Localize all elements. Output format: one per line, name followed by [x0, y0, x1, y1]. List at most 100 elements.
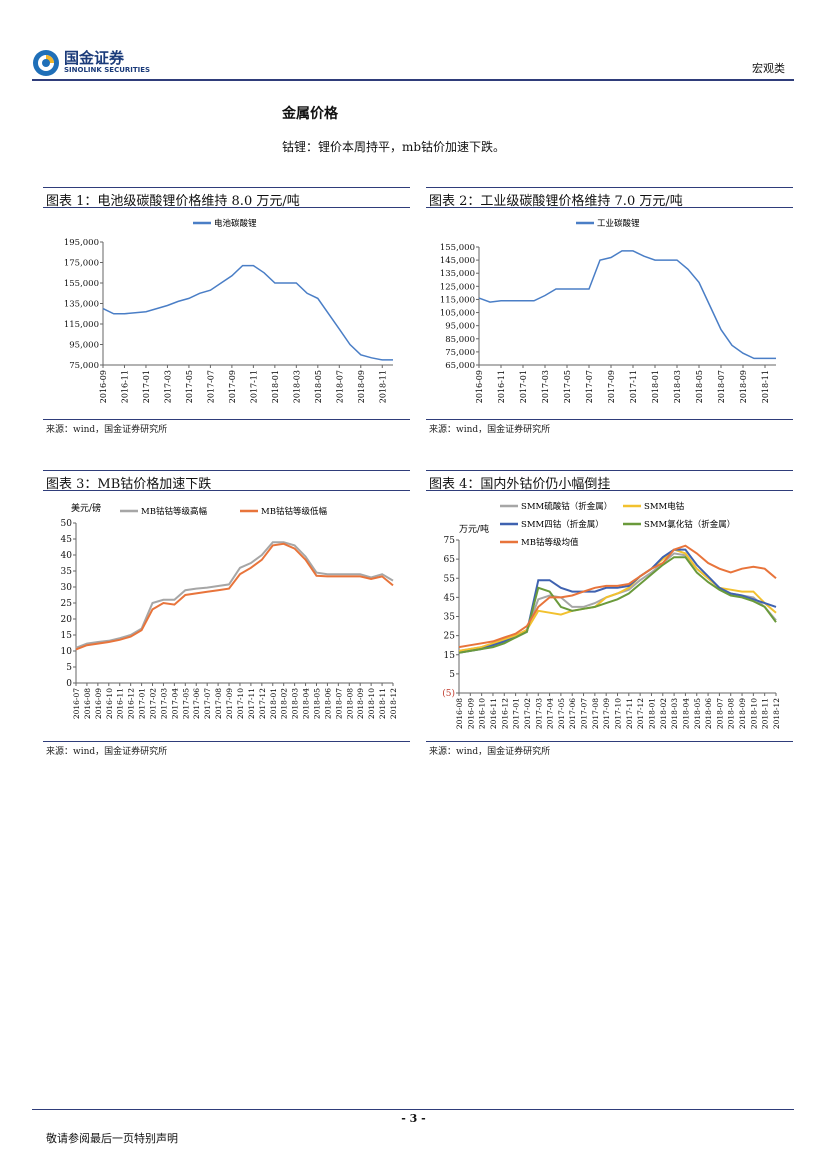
y-tick-label: 55: [444, 574, 456, 584]
fig1-title-rule: [43, 207, 410, 208]
legend-label: MB钴等级均值: [521, 537, 579, 548]
x-tick-label: 2017-05: [563, 370, 572, 403]
legend-label: MB钴钴等级低幅: [261, 506, 327, 517]
y-tick-label: 65,000: [445, 361, 475, 371]
y-tick-label: 175,000: [64, 259, 99, 269]
y-tick-label: 35: [444, 613, 456, 623]
y-tick-label: 5: [449, 670, 455, 680]
x-tick-label: 2018-07: [717, 370, 726, 403]
logo-en: SINOLINK SECURITIES: [64, 66, 151, 74]
x-tick-label: 2017-01: [142, 370, 151, 403]
fig4-source: 来源：wind，国金证券研究所: [429, 747, 551, 757]
x-tick-label: 2018-07: [335, 370, 344, 403]
y-tick-label: 75,000: [445, 348, 475, 358]
legend-label: SMM电钴: [644, 501, 685, 512]
x-tick-label: 2016-10: [105, 688, 114, 719]
series-line-2: [75, 542, 394, 651]
y-tick-label: 50: [61, 519, 73, 529]
y-tick-label: 125,000: [440, 282, 475, 292]
x-tick-label: 2018-04: [681, 698, 690, 729]
y-tick-label: 95,000: [445, 322, 475, 332]
x-tick-label: 2018-05: [695, 370, 704, 403]
x-tick-label: 2018-12: [772, 698, 781, 729]
x-tick-label: 2016-08: [83, 688, 92, 719]
logo-cn: 国金证券: [64, 49, 125, 67]
series-line-1: [478, 250, 776, 360]
series-line-1: [75, 541, 394, 649]
y-tick-label: 10: [61, 647, 73, 657]
fig4-bottom-rule: [426, 741, 793, 742]
x-tick-label: 2018-08: [345, 688, 354, 719]
legend-label: 电池碳酸锂: [214, 218, 257, 229]
x-tick-label: 2017-02: [523, 698, 532, 729]
y-tick-label: 25: [444, 632, 456, 642]
x-tick-label: 2017-08: [591, 698, 600, 729]
y-tick-label: 30: [61, 583, 73, 593]
x-tick-label: 2018-04: [302, 688, 311, 719]
x-tick-label: 2018-11: [378, 688, 387, 719]
legend-label: MB钴钴等级高幅: [141, 506, 207, 517]
x-tick-label: 2017-04: [170, 688, 179, 719]
x-tick-label: 2016-11: [497, 370, 506, 403]
logo: 国金证券 SINOLINK SECURITIES: [32, 47, 152, 79]
page-number: - 3 -: [401, 1112, 426, 1125]
x-tick-label: 2017-04: [546, 698, 555, 729]
x-tick-label: 2018-03: [291, 688, 300, 719]
y-tick-label: 0: [66, 679, 72, 689]
fig4-title-rule: [426, 490, 793, 491]
x-tick-label: 2017-01: [138, 688, 147, 719]
fig2-title: 图表 2：工业级碳酸锂价格维持 7.0 万元/吨: [429, 194, 683, 209]
y-tick-label: 20: [61, 615, 73, 625]
x-tick-label: 2016-09: [475, 370, 484, 403]
x-tick-label: 2018-10: [749, 698, 758, 729]
x-tick-label: 2017-11: [629, 370, 638, 403]
series-line-4: [458, 556, 777, 654]
y-tick-label: 40: [61, 551, 73, 561]
fig1-title: 图表 1：电池级碳酸锂价格维持 8.0 万元/吨: [46, 194, 300, 209]
fig1-top-rule: [43, 187, 410, 188]
x-tick-label: 2018-03: [670, 698, 679, 729]
x-tick-label: 2018-02: [280, 688, 289, 719]
y-tick-label: 75,000: [69, 361, 99, 371]
x-tick-label: 2017-02: [149, 688, 158, 719]
x-tick-label: 2018-05: [693, 698, 702, 729]
section-title: 金属价格: [282, 106, 338, 122]
x-tick-label: 2018-07: [715, 698, 724, 729]
x-tick-label: 2018-05: [314, 370, 323, 403]
fig3-source: 来源：wind，国金证券研究所: [46, 747, 168, 757]
x-tick-label: 2017-05: [185, 370, 194, 403]
x-tick-label: 2017-09: [228, 370, 237, 403]
y-tick-label: 25: [61, 599, 73, 609]
x-tick-label: 2017-09: [602, 698, 611, 729]
y-tick-label: 15: [61, 631, 73, 641]
x-tick-label: 2018-05: [312, 688, 321, 719]
y-axis-unit: 美元/磅: [71, 502, 101, 514]
y-tick-label: 135,000: [64, 300, 99, 310]
chart-1: 75,000 95,000 115,000 135,000 155,000 175,000…: [64, 218, 393, 403]
x-tick-label: 2018-03: [292, 370, 301, 403]
y-tick-label: 115,000: [64, 320, 99, 330]
y-tick-label: 95,000: [69, 341, 99, 351]
footer-disclaimer: 敬请参阅最后一页特别声明: [46, 1132, 178, 1145]
x-tick-label: 2017-01: [512, 698, 521, 729]
header-rule: [32, 79, 794, 81]
fig1-bottom-rule: [43, 419, 410, 420]
x-tick-label: 2018-01: [271, 370, 280, 403]
fig2-top-rule: [426, 187, 793, 188]
fig3-title-rule: [43, 490, 410, 491]
series-line-1: [102, 264, 393, 361]
y-tick-label: (5): [442, 688, 455, 699]
x-tick-label: 2016-11: [489, 698, 498, 729]
x-tick-label: 2018-01: [647, 698, 656, 729]
fig2-bottom-rule: [426, 419, 793, 420]
x-tick-label: 2018-06: [704, 698, 713, 729]
y-tick-label: 105,000: [440, 309, 475, 319]
y-tick-label: 45: [444, 593, 456, 603]
x-tick-label: 2018-07: [334, 688, 343, 719]
x-tick-label: 2016-07: [72, 688, 81, 719]
fig2-source: 来源：wind，国金证券研究所: [429, 425, 551, 435]
x-tick-label: 2018-09: [738, 698, 747, 729]
x-tick-label: 2016-08: [455, 698, 464, 729]
x-tick-label: 2018-10: [367, 688, 376, 719]
